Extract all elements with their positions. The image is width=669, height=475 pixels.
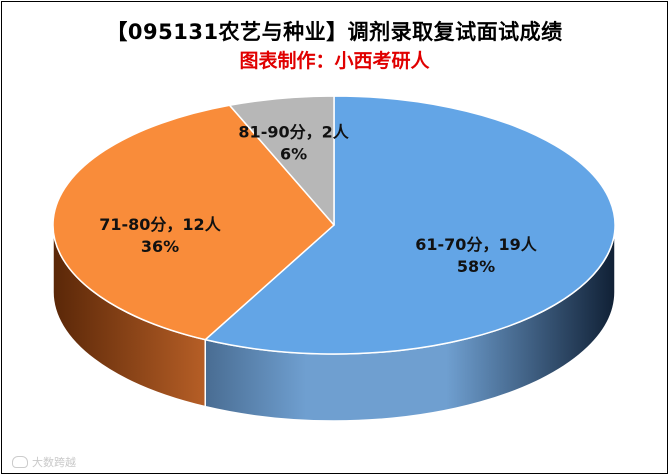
pie-slice-1	[52, 104, 335, 341]
weibo-logo-icon	[12, 456, 28, 468]
slice-label-2: 81-90分，2人	[238, 123, 349, 142]
chart-title: 【095131农艺与种业】调剂录取复试面试成绩	[106, 20, 563, 44]
pie-slice-0	[204, 95, 616, 355]
pie-slice-2	[228, 95, 335, 226]
pie-labels: 61-70分，19人 58% 71-80分，12人 36% 81-90分，2人 6%	[99, 123, 537, 276]
pie-tops	[52, 95, 616, 355]
slice-percent-0: 58%	[457, 257, 495, 276]
slice-percent-2: 6%	[280, 145, 307, 164]
watermark-text: 大数跨越	[32, 456, 76, 469]
chart-subtitle: 图表制作：小西考研人	[239, 50, 430, 72]
slice-label-0: 61-70分，19人	[415, 235, 537, 254]
slice-label-1: 71-80分，12人	[99, 215, 221, 234]
watermark: 大数跨越	[12, 454, 76, 470]
slice-percent-1: 36%	[141, 237, 179, 256]
